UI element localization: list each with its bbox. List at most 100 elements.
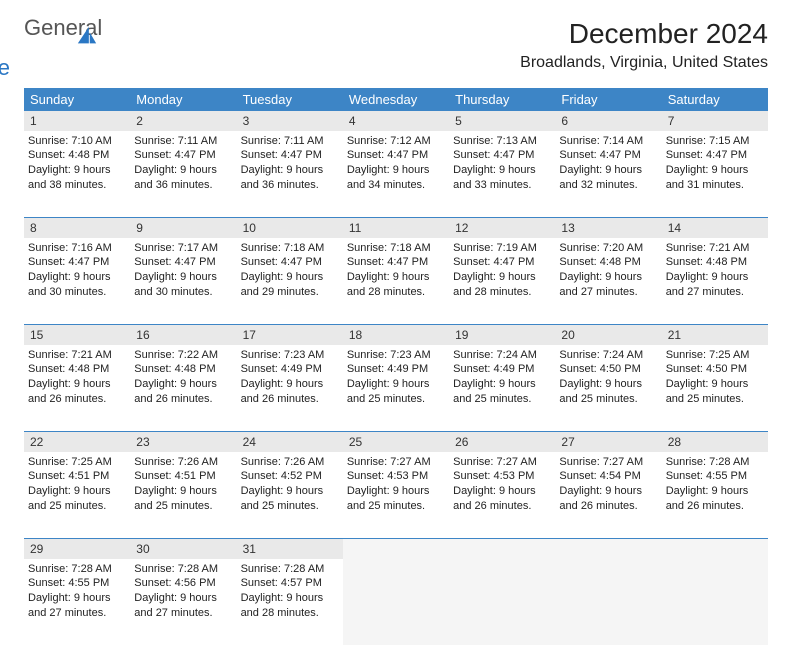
sunset-line: Sunset: 4:53 PM xyxy=(453,469,551,484)
sunrise-line: Sunrise: 7:27 AM xyxy=(559,455,657,470)
sunset-line: Sunset: 4:47 PM xyxy=(559,148,657,163)
sunrise-line: Sunrise: 7:18 AM xyxy=(347,241,445,256)
empty-day-number xyxy=(343,539,449,559)
daylight-line: Daylight: 9 hours and 26 minutes. xyxy=(559,484,657,514)
sunset-line: Sunset: 4:57 PM xyxy=(241,576,339,591)
month-title: December 2024 xyxy=(520,18,768,50)
day-cell: Sunrise: 7:18 AMSunset: 4:47 PMDaylight:… xyxy=(343,238,449,324)
sunrise-line: Sunrise: 7:21 AM xyxy=(666,241,764,256)
sunset-line: Sunset: 4:52 PM xyxy=(241,469,339,484)
empty-day-number xyxy=(555,539,661,559)
day-number: 30 xyxy=(130,539,236,559)
day-cell: Sunrise: 7:21 AMSunset: 4:48 PMDaylight:… xyxy=(24,345,130,431)
daylight-line: Daylight: 9 hours and 30 minutes. xyxy=(28,270,126,300)
sunset-line: Sunset: 4:49 PM xyxy=(453,362,551,377)
calendar: SundayMondayTuesdayWednesdayThursdayFrid… xyxy=(24,88,768,645)
sunrise-line: Sunrise: 7:11 AM xyxy=(134,134,232,149)
daylight-line: Daylight: 9 hours and 27 minutes. xyxy=(666,270,764,300)
sunset-line: Sunset: 4:51 PM xyxy=(28,469,126,484)
day-cell: Sunrise: 7:28 AMSunset: 4:56 PMDaylight:… xyxy=(130,559,236,645)
sunrise-line: Sunrise: 7:18 AM xyxy=(241,241,339,256)
week-row: Sunrise: 7:28 AMSunset: 4:55 PMDaylight:… xyxy=(24,559,768,645)
sunset-line: Sunset: 4:48 PM xyxy=(28,148,126,163)
day-cell: Sunrise: 7:23 AMSunset: 4:49 PMDaylight:… xyxy=(237,345,343,431)
day-number-row: 293031 xyxy=(24,538,768,559)
sunset-line: Sunset: 4:53 PM xyxy=(347,469,445,484)
daylight-line: Daylight: 9 hours and 25 minutes. xyxy=(347,377,445,407)
day-number: 20 xyxy=(555,325,661,345)
sunrise-line: Sunrise: 7:21 AM xyxy=(28,348,126,363)
day-number-row: 15161718192021 xyxy=(24,324,768,345)
day-cell: Sunrise: 7:24 AMSunset: 4:49 PMDaylight:… xyxy=(449,345,555,431)
day-cell: Sunrise: 7:19 AMSunset: 4:47 PMDaylight:… xyxy=(449,238,555,324)
sunrise-line: Sunrise: 7:26 AM xyxy=(241,455,339,470)
sunrise-line: Sunrise: 7:25 AM xyxy=(28,455,126,470)
day-number: 21 xyxy=(662,325,768,345)
sunset-line: Sunset: 4:48 PM xyxy=(666,255,764,270)
weekday-header-row: SundayMondayTuesdayWednesdayThursdayFrid… xyxy=(24,88,768,111)
day-number: 22 xyxy=(24,432,130,452)
daylight-line: Daylight: 9 hours and 36 minutes. xyxy=(134,163,232,193)
weekday-tuesday: Tuesday xyxy=(237,88,343,111)
daylight-line: Daylight: 9 hours and 38 minutes. xyxy=(28,163,126,193)
daylight-line: Daylight: 9 hours and 27 minutes. xyxy=(28,591,126,621)
day-number: 11 xyxy=(343,218,449,238)
sunset-line: Sunset: 4:47 PM xyxy=(453,148,551,163)
sunset-line: Sunset: 4:48 PM xyxy=(559,255,657,270)
empty-day-number xyxy=(662,539,768,559)
day-number: 14 xyxy=(662,218,768,238)
sunrise-line: Sunrise: 7:15 AM xyxy=(666,134,764,149)
empty-cell xyxy=(343,559,449,645)
daylight-line: Daylight: 9 hours and 28 minutes. xyxy=(453,270,551,300)
logo: General Blue xyxy=(24,18,98,78)
day-cell: Sunrise: 7:28 AMSunset: 4:57 PMDaylight:… xyxy=(237,559,343,645)
sunset-line: Sunset: 4:54 PM xyxy=(559,469,657,484)
day-number: 23 xyxy=(130,432,236,452)
day-number-row: 891011121314 xyxy=(24,217,768,238)
sunrise-line: Sunrise: 7:27 AM xyxy=(347,455,445,470)
weekday-monday: Monday xyxy=(130,88,236,111)
sunrise-line: Sunrise: 7:28 AM xyxy=(666,455,764,470)
daylight-line: Daylight: 9 hours and 33 minutes. xyxy=(453,163,551,193)
sunset-line: Sunset: 4:47 PM xyxy=(347,148,445,163)
day-cell: Sunrise: 7:25 AMSunset: 4:50 PMDaylight:… xyxy=(662,345,768,431)
sunset-line: Sunset: 4:47 PM xyxy=(347,255,445,270)
daylight-line: Daylight: 9 hours and 28 minutes. xyxy=(347,270,445,300)
day-cell: Sunrise: 7:18 AMSunset: 4:47 PMDaylight:… xyxy=(237,238,343,324)
daylight-line: Daylight: 9 hours and 26 minutes. xyxy=(134,377,232,407)
sunrise-line: Sunrise: 7:23 AM xyxy=(347,348,445,363)
empty-cell xyxy=(555,559,661,645)
daylight-line: Daylight: 9 hours and 29 minutes. xyxy=(241,270,339,300)
sunrise-line: Sunrise: 7:20 AM xyxy=(559,241,657,256)
day-number: 16 xyxy=(130,325,236,345)
day-cell: Sunrise: 7:15 AMSunset: 4:47 PMDaylight:… xyxy=(662,131,768,217)
day-number: 27 xyxy=(555,432,661,452)
day-cell: Sunrise: 7:12 AMSunset: 4:47 PMDaylight:… xyxy=(343,131,449,217)
day-number: 29 xyxy=(24,539,130,559)
day-number: 7 xyxy=(662,111,768,131)
day-cell: Sunrise: 7:21 AMSunset: 4:48 PMDaylight:… xyxy=(662,238,768,324)
day-cell: Sunrise: 7:28 AMSunset: 4:55 PMDaylight:… xyxy=(24,559,130,645)
day-number: 24 xyxy=(237,432,343,452)
sunset-line: Sunset: 4:56 PM xyxy=(134,576,232,591)
daylight-line: Daylight: 9 hours and 27 minutes. xyxy=(134,591,232,621)
sunset-line: Sunset: 4:55 PM xyxy=(666,469,764,484)
day-cell: Sunrise: 7:23 AMSunset: 4:49 PMDaylight:… xyxy=(343,345,449,431)
day-cell: Sunrise: 7:24 AMSunset: 4:50 PMDaylight:… xyxy=(555,345,661,431)
sunrise-line: Sunrise: 7:27 AM xyxy=(453,455,551,470)
sunset-line: Sunset: 4:48 PM xyxy=(28,362,126,377)
day-number: 5 xyxy=(449,111,555,131)
sunset-line: Sunset: 4:47 PM xyxy=(241,255,339,270)
day-number: 26 xyxy=(449,432,555,452)
day-number-row: 22232425262728 xyxy=(24,431,768,452)
empty-day-number xyxy=(449,539,555,559)
day-number: 6 xyxy=(555,111,661,131)
day-cell: Sunrise: 7:27 AMSunset: 4:54 PMDaylight:… xyxy=(555,452,661,538)
sunrise-line: Sunrise: 7:12 AM xyxy=(347,134,445,149)
sunrise-line: Sunrise: 7:17 AM xyxy=(134,241,232,256)
sunrise-line: Sunrise: 7:11 AM xyxy=(241,134,339,149)
week-row: Sunrise: 7:21 AMSunset: 4:48 PM Daylight:… xyxy=(24,345,768,431)
sunrise-line: Sunrise: 7:28 AM xyxy=(28,562,126,577)
sunset-line: Sunset: 4:47 PM xyxy=(666,148,764,163)
day-cell: Sunrise: 7:20 AMSunset: 4:48 PMDaylight:… xyxy=(555,238,661,324)
